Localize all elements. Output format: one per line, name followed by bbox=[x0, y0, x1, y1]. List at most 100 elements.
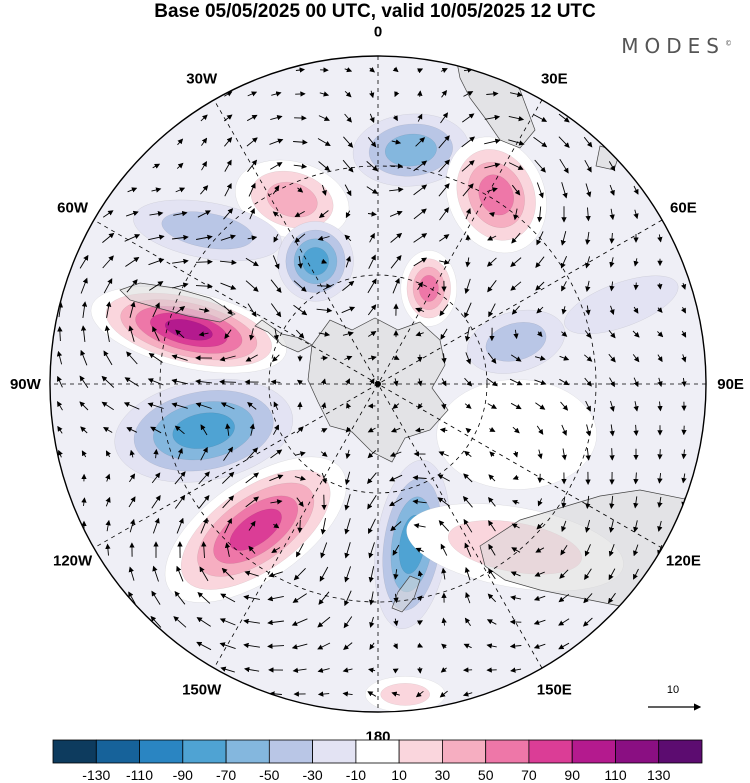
wind-arrow bbox=[441, 378, 447, 387]
wind-arrow bbox=[195, 402, 212, 409]
longitude-label: 150E bbox=[537, 681, 572, 698]
wind-arrow bbox=[296, 543, 304, 558]
wind-arrow bbox=[197, 210, 211, 218]
wind-arrow bbox=[511, 305, 520, 315]
wind-arrow bbox=[394, 91, 400, 98]
wind-arrow bbox=[512, 451, 519, 458]
wind-arrow bbox=[321, 402, 327, 410]
wind-arrow bbox=[320, 518, 326, 535]
wind-arrow bbox=[150, 426, 162, 434]
wind-arrow bbox=[57, 326, 63, 342]
wind-arrow bbox=[321, 428, 328, 434]
wind-arrow bbox=[295, 67, 305, 73]
wind-arrow bbox=[247, 91, 258, 97]
wind-arrow bbox=[439, 234, 450, 242]
wind-arrow bbox=[560, 401, 569, 411]
wind-arrow bbox=[297, 187, 304, 193]
wind-arrow bbox=[464, 278, 471, 294]
wind-arrow bbox=[413, 208, 427, 220]
wind-arrow bbox=[535, 256, 545, 269]
wind-arrow bbox=[128, 325, 135, 342]
wind-arrow bbox=[318, 115, 330, 121]
wind-arrow bbox=[561, 281, 567, 292]
wind-arrow bbox=[392, 115, 398, 122]
wind-arrow bbox=[633, 496, 639, 509]
wind-arrow bbox=[489, 426, 496, 432]
wind-arrow bbox=[196, 641, 212, 651]
wind-arrow bbox=[657, 473, 663, 484]
wind-arrow bbox=[124, 234, 141, 242]
wind-arrow bbox=[201, 161, 207, 171]
longitude-label: 0 bbox=[374, 23, 382, 40]
wind-arrow bbox=[269, 691, 282, 697]
wind-arrow bbox=[657, 307, 663, 313]
wind-arrow bbox=[296, 426, 304, 434]
anomaly-contour bbox=[436, 379, 597, 490]
wind-arrow bbox=[220, 234, 236, 241]
wind-arrow bbox=[392, 643, 398, 650]
wind-arrow bbox=[633, 258, 639, 267]
wind-arrow bbox=[509, 643, 522, 649]
wind-arrow bbox=[438, 159, 451, 173]
wind-arrow bbox=[392, 668, 399, 674]
anomaly-contour bbox=[478, 174, 514, 216]
wind-arrow bbox=[510, 571, 521, 577]
wind-arrow bbox=[175, 329, 185, 339]
wind-arrow bbox=[200, 185, 209, 195]
longitude-label: 90W bbox=[10, 376, 42, 393]
wind-arrow bbox=[249, 423, 255, 436]
colorbar-segment bbox=[528, 739, 573, 764]
colorbar-segment bbox=[225, 739, 270, 764]
wind-arrow bbox=[465, 257, 471, 268]
wind-arrow bbox=[292, 667, 307, 673]
wind-arrow bbox=[152, 517, 160, 534]
wind-arrow bbox=[367, 495, 377, 510]
wind-arrow bbox=[417, 667, 423, 674]
wind-arrow bbox=[417, 113, 423, 122]
wind-arrow bbox=[510, 354, 522, 362]
wind-arrow bbox=[297, 519, 303, 534]
longitude-label: 90E bbox=[717, 376, 744, 393]
wind-arrow bbox=[224, 183, 232, 197]
wind-arrow bbox=[438, 451, 449, 457]
wind-arrow bbox=[219, 642, 236, 650]
wind-arrow bbox=[633, 401, 639, 412]
wind-arrow bbox=[175, 305, 186, 314]
colorbar-label: -90 bbox=[173, 767, 193, 783]
wind-arrow bbox=[198, 331, 209, 337]
wind-arrow bbox=[245, 280, 259, 292]
wind-arrow bbox=[463, 473, 473, 483]
wind-arrow bbox=[148, 234, 165, 241]
colorbar-label: 10 bbox=[391, 767, 407, 783]
wind-arrow bbox=[80, 277, 88, 294]
modes-logo: MODES© bbox=[621, 34, 732, 58]
wind-arrow bbox=[389, 187, 404, 193]
wind-arrow bbox=[219, 355, 236, 362]
wind-arrow bbox=[267, 595, 284, 602]
wind-arrow bbox=[151, 495, 161, 509]
wind-arrow bbox=[105, 473, 111, 482]
wind-arrow bbox=[369, 616, 375, 628]
wind-arrow bbox=[369, 66, 375, 73]
colorbar-segment bbox=[312, 739, 357, 764]
wind-arrow bbox=[125, 256, 140, 267]
wind-arrow bbox=[174, 425, 185, 435]
wind-arrow bbox=[152, 565, 159, 582]
wind-arrow bbox=[291, 643, 308, 650]
wind-arrow bbox=[439, 207, 450, 221]
wind-arrow bbox=[558, 618, 570, 626]
wind-arrow bbox=[317, 138, 331, 146]
wind-arrow bbox=[633, 568, 639, 580]
wind-arrow bbox=[415, 547, 424, 553]
wind-arrow bbox=[510, 667, 522, 673]
wind-arrow bbox=[533, 643, 546, 649]
longitude-label: 150W bbox=[182, 681, 222, 698]
wind-arrow bbox=[101, 375, 115, 388]
wind-arrow bbox=[220, 282, 237, 290]
wind-arrow bbox=[608, 568, 616, 581]
wind-arrow bbox=[510, 257, 522, 267]
wind-arrow bbox=[632, 354, 640, 363]
wind-arrow bbox=[127, 187, 138, 193]
anomaly-contour bbox=[229, 508, 282, 551]
wind-arrow bbox=[437, 497, 451, 507]
